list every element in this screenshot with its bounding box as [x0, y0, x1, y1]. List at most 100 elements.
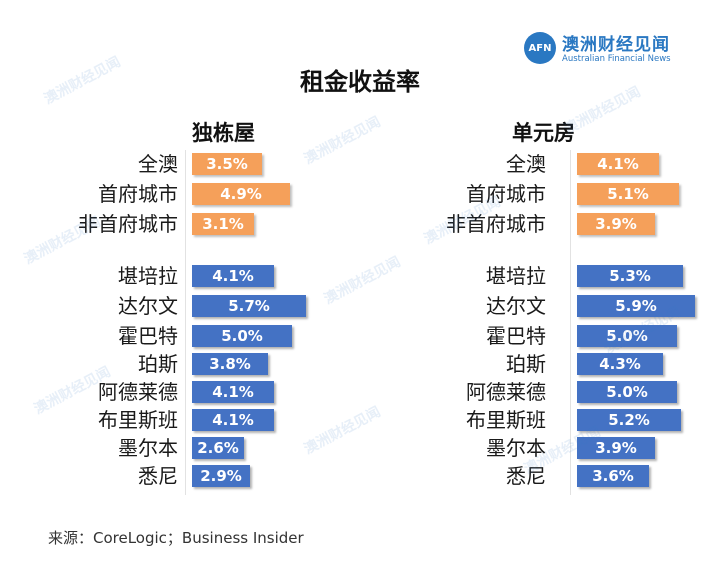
bar	[577, 381, 677, 403]
bar	[192, 409, 274, 431]
bar-row: 布里斯班 4.1%	[0, 406, 360, 434]
category-label: 布里斯班	[466, 408, 546, 432]
bar-row: 堪培拉 4.1%	[0, 262, 360, 290]
bar	[577, 213, 655, 235]
bar	[577, 437, 655, 459]
axis-line	[185, 150, 186, 495]
bar-value-label: 5.1%	[607, 185, 649, 203]
category-label: 阿德莱德	[466, 380, 546, 404]
category-label: 霍巴特	[118, 324, 178, 348]
bar-row: 堪培拉 5.3%	[360, 262, 720, 290]
category-label: 悉尼	[506, 464, 546, 488]
category-label: 堪培拉	[118, 264, 178, 288]
brand-logo: AFN 澳洲财经见闻 Australian Financial News	[524, 30, 704, 70]
bar-row: 悉尼 3.6%	[360, 462, 720, 490]
bar-value-label: 3.5%	[206, 155, 248, 173]
bar-row: 霍巴特 5.0%	[0, 322, 360, 350]
bar-row: 达尔文 5.9%	[360, 292, 720, 320]
bar-row: 首府城市 4.9%	[0, 180, 360, 208]
bar-value-label: 2.6%	[197, 439, 239, 457]
category-label: 首府城市	[466, 182, 546, 206]
bar-value-label: 5.7%	[228, 297, 270, 315]
category-label: 全澳	[138, 152, 178, 176]
axis-line	[570, 150, 571, 495]
bar-row: 首府城市 5.1%	[360, 180, 720, 208]
bar-value-label: 4.1%	[212, 267, 254, 285]
bar	[192, 381, 274, 403]
bar	[192, 183, 290, 205]
bar-row: 全澳 3.5%	[0, 150, 360, 178]
category-label: 达尔文	[118, 294, 178, 318]
bar-row: 珀斯 4.3%	[360, 350, 720, 378]
bar-value-label: 3.9%	[595, 439, 637, 457]
bar-value-label: 4.3%	[599, 355, 641, 373]
bar-row: 布里斯班 5.2%	[360, 406, 720, 434]
brand-name: 澳洲财经见闻	[562, 35, 670, 55]
bar-value-label: 3.9%	[595, 215, 637, 233]
bar	[577, 465, 649, 487]
bar	[192, 437, 244, 459]
bar	[192, 325, 292, 347]
brand-subtitle: Australian Financial News	[562, 54, 671, 64]
bar	[577, 153, 659, 175]
bar	[192, 213, 254, 235]
bar	[192, 465, 250, 487]
bar	[577, 353, 663, 375]
bar-row: 悉尼 2.9%	[0, 462, 360, 490]
unit-yield-panel: 单元房 全澳 4.1% 首府城市 5.1% 非首府城市 3.9% 堪培拉 5.3% 达尔文 5.9…	[360, 0, 720, 582]
bar-row: 阿德莱德 4.1%	[0, 378, 360, 406]
bar	[192, 295, 306, 317]
category-label: 布里斯班	[98, 408, 178, 432]
bar-value-label: 5.0%	[606, 383, 648, 401]
bar	[192, 353, 268, 375]
bar-value-label: 4.1%	[212, 411, 254, 429]
bar	[192, 153, 262, 175]
panel-title-unit: 单元房	[512, 121, 575, 145]
bar-value-label: 3.6%	[592, 467, 634, 485]
category-label: 墨尔本	[118, 436, 178, 460]
category-label: 珀斯	[506, 352, 546, 376]
bar-value-label: 5.3%	[609, 267, 651, 285]
bar-value-label: 4.1%	[597, 155, 639, 173]
bar-value-label: 2.9%	[200, 467, 242, 485]
afn-logo-icon: AFN	[524, 32, 556, 64]
bar-row: 珀斯 3.8%	[0, 350, 360, 378]
category-label: 霍巴特	[486, 324, 546, 348]
bar-row: 达尔文 5.7%	[0, 292, 360, 320]
category-label: 达尔文	[486, 294, 546, 318]
category-label: 珀斯	[138, 352, 178, 376]
category-label: 悉尼	[138, 464, 178, 488]
bar-value-label: 5.0%	[221, 327, 263, 345]
bar-value-label: 3.8%	[209, 355, 251, 373]
bar-row: 非首府城市 3.1%	[0, 210, 360, 238]
bar-row: 霍巴特 5.0%	[360, 322, 720, 350]
category-label: 阿德莱德	[98, 380, 178, 404]
category-label: 非首府城市	[78, 212, 178, 236]
category-label: 墨尔本	[486, 436, 546, 460]
category-label: 堪培拉	[486, 264, 546, 288]
bar-value-label: 3.1%	[202, 215, 244, 233]
panel-title-house: 独栋屋	[192, 121, 255, 145]
bar-row: 墨尔本 3.9%	[360, 434, 720, 462]
bar-value-label: 4.1%	[212, 383, 254, 401]
house-yield-panel: 独栋屋 全澳 3.5% 首府城市 4.9% 非首府城市 3.1% 堪培拉 4.1% 达尔文 5.7…	[0, 121, 360, 495]
category-label: 首府城市	[98, 182, 178, 206]
category-label: 全澳	[506, 152, 546, 176]
bar-row: 墨尔本 2.6%	[0, 434, 360, 462]
bar	[577, 183, 679, 205]
category-label: 非首府城市	[446, 212, 546, 236]
bar	[577, 295, 695, 317]
bar-value-label: 5.0%	[606, 327, 648, 345]
bar	[577, 265, 683, 287]
bar	[577, 325, 677, 347]
bar-value-label: 5.2%	[608, 411, 650, 429]
bar-value-label: 4.9%	[220, 185, 262, 203]
bar-row: 全澳 4.1%	[360, 150, 720, 178]
chart-title: 租金收益率	[300, 68, 420, 96]
bar	[577, 409, 681, 431]
source-note: 来源：CoreLogic；Business Insider	[48, 529, 304, 547]
bar-row: 非首府城市 3.9%	[360, 210, 720, 238]
bar	[192, 265, 274, 287]
bar-row: 阿德莱德 5.0%	[360, 378, 720, 406]
bar-value-label: 5.9%	[615, 297, 657, 315]
